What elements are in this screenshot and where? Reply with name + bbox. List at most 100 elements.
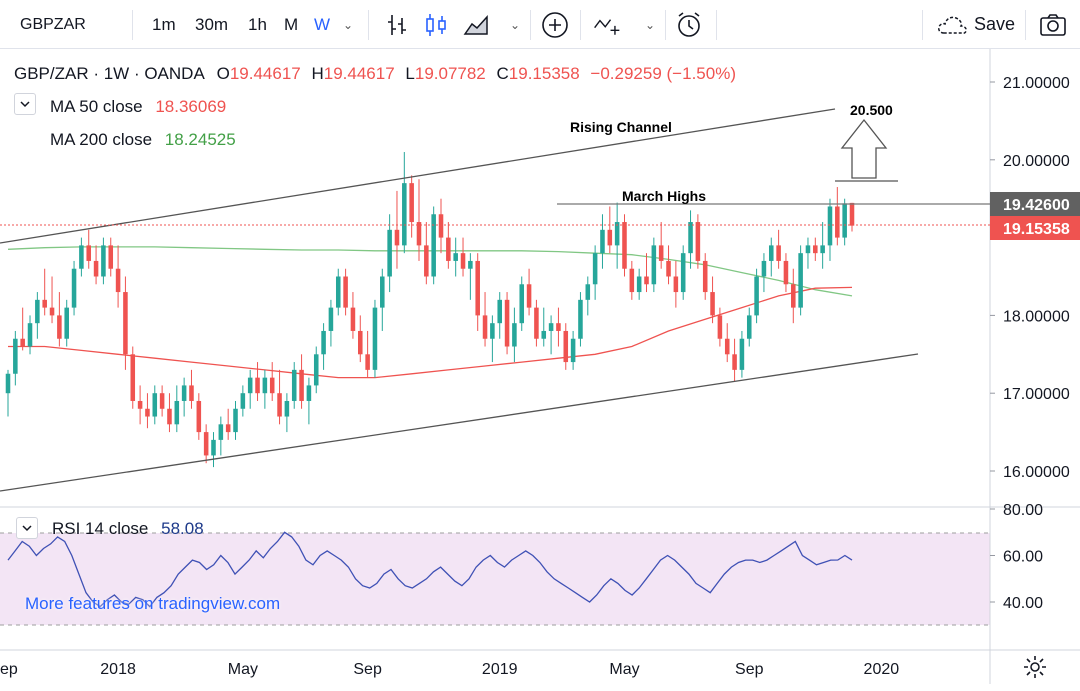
candle[interactable] (335, 268, 341, 316)
save-button[interactable]: Save (936, 10, 1020, 40)
rsi-legend[interactable]: RSI 14 close 58.08 (52, 519, 204, 538)
candle[interactable] (835, 187, 840, 246)
candle[interactable] (541, 307, 547, 347)
candle[interactable] (534, 299, 539, 347)
candle[interactable] (592, 245, 598, 300)
candle[interactable] (262, 369, 268, 409)
camera-icon[interactable] (1038, 10, 1068, 40)
candle[interactable] (695, 214, 701, 269)
candle[interactable] (468, 253, 473, 300)
candle[interactable] (805, 237, 811, 269)
candle[interactable] (416, 179, 422, 261)
candle[interactable] (255, 362, 260, 401)
symbol-search[interactable]: GBPZAR (20, 16, 86, 33)
candle[interactable] (453, 237, 458, 277)
candle[interactable] (702, 253, 708, 300)
candle[interactable] (570, 330, 576, 370)
candle[interactable] (680, 245, 686, 300)
candle[interactable] (240, 385, 246, 417)
candle[interactable] (783, 253, 789, 293)
candle[interactable] (438, 198, 444, 254)
bar-style-icon[interactable] (383, 10, 413, 40)
rsi-collapse-button[interactable] (16, 517, 38, 539)
candle[interactable] (42, 268, 47, 316)
candle[interactable] (768, 237, 774, 277)
ma200-legend[interactable]: MA 200 close 18.24525 (50, 130, 236, 149)
candle[interactable] (746, 307, 752, 347)
candle[interactable] (225, 408, 231, 440)
candle[interactable] (380, 268, 385, 331)
candle[interactable] (732, 338, 737, 382)
candle[interactable] (761, 253, 767, 293)
candle[interactable] (490, 315, 495, 363)
candle[interactable] (350, 292, 356, 339)
candle[interactable] (791, 268, 796, 324)
legend-collapse-button[interactable] (14, 93, 36, 115)
candle[interactable] (71, 260, 77, 316)
candle[interactable] (402, 152, 407, 254)
candle[interactable] (57, 292, 62, 347)
tradingview-link[interactable]: More features on tradingview.com (25, 594, 281, 613)
candle[interactable] (343, 268, 348, 316)
candle[interactable] (673, 260, 679, 308)
candle[interactable] (174, 385, 180, 433)
chevron-down-icon[interactable]: ⌄ (343, 18, 354, 32)
candle[interactable] (600, 214, 605, 269)
candle[interactable] (101, 237, 106, 285)
candle[interactable] (724, 323, 730, 363)
candle[interactable] (321, 323, 326, 370)
candle[interactable] (622, 214, 627, 277)
candle[interactable] (277, 369, 282, 425)
candle[interactable] (152, 385, 158, 425)
candle[interactable] (211, 432, 216, 468)
candle[interactable] (614, 202, 620, 269)
candle[interactable] (372, 299, 378, 378)
channel-lower-line[interactable] (0, 353, 919, 492)
candle[interactable] (196, 393, 202, 440)
candle[interactable] (189, 369, 194, 409)
candle[interactable] (754, 268, 759, 324)
candle[interactable] (5, 369, 11, 417)
candle[interactable] (842, 198, 847, 246)
candle[interactable] (218, 416, 224, 456)
candle[interactable] (460, 237, 466, 277)
candle[interactable] (108, 237, 114, 277)
candle[interactable] (578, 292, 583, 347)
candle[interactable] (203, 424, 209, 464)
candle[interactable] (409, 175, 414, 238)
ma50-legend[interactable]: MA 50 close 18.36069 (50, 97, 227, 116)
area-style-icon[interactable] (461, 10, 491, 40)
candle[interactable] (658, 222, 664, 269)
candle[interactable] (446, 222, 451, 269)
candle[interactable] (137, 385, 143, 425)
candle[interactable] (394, 190, 400, 269)
candle[interactable] (115, 245, 121, 308)
candle-style-icon[interactable] (421, 10, 451, 40)
candle[interactable] (798, 245, 803, 316)
candle[interactable] (504, 292, 510, 355)
candle[interactable] (497, 292, 502, 339)
candle[interactable] (247, 369, 253, 409)
candle[interactable] (299, 354, 304, 409)
candle[interactable] (306, 377, 312, 425)
candle[interactable] (167, 393, 172, 433)
candle[interactable] (548, 315, 554, 355)
gear-icon[interactable] (1022, 654, 1048, 680)
candle[interactable] (93, 245, 99, 285)
candle[interactable] (813, 237, 818, 261)
candle[interactable] (644, 253, 649, 293)
chevron-down-icon[interactable]: ⌄ (645, 18, 656, 32)
candle[interactable] (79, 237, 84, 277)
candle[interactable] (387, 214, 392, 293)
candle[interactable] (710, 276, 715, 324)
candle[interactable] (130, 346, 136, 409)
interval-30m[interactable]: 30m (195, 15, 229, 34)
candle[interactable] (35, 292, 40, 339)
compare-plus-icon[interactable] (540, 10, 570, 40)
chevron-down-icon[interactable]: ⌄ (510, 18, 521, 32)
candle[interactable] (651, 237, 657, 293)
candle[interactable] (482, 292, 488, 347)
alert-clock-icon[interactable] (675, 10, 705, 40)
candle[interactable] (233, 400, 238, 440)
candle[interactable] (284, 393, 290, 433)
